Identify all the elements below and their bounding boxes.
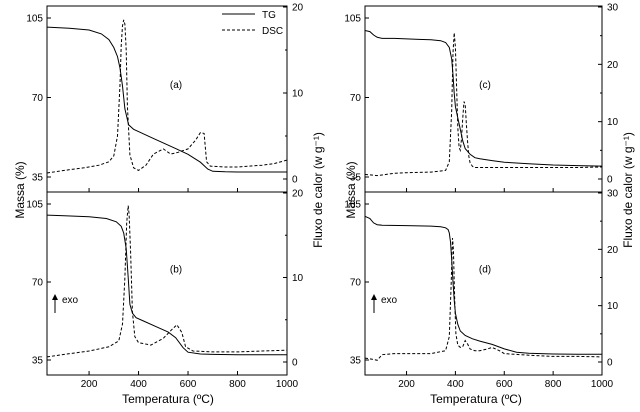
mass-tick-label-d-105: 105 — [344, 200, 361, 211]
heat-tick-label-b-20: 20 — [292, 189, 304, 200]
panel-label-b: (b) — [170, 265, 182, 276]
heat-tick-label-c-20: 20 — [607, 60, 619, 71]
series-dsc-b — [46, 205, 288, 358]
heat-tick-label-d-20: 20 — [607, 245, 619, 256]
mass-tick-label-a-105: 105 — [26, 14, 43, 25]
x-tick-label-b-600: 600 — [180, 379, 197, 390]
mass-tick-label-a-35: 35 — [32, 173, 44, 184]
panel-b: 35 70 105 0 10 20 200 400 600 800 1000 (b) — [26, 189, 303, 391]
heat-tick-label-b-0: 0 — [292, 358, 298, 369]
heat-tick-label-c-30: 30 — [607, 3, 619, 14]
heat-tick-label-a-10: 10 — [292, 89, 304, 100]
exo-label-left: exo — [62, 295, 79, 306]
x-tick-label-b-200: 200 — [81, 379, 98, 390]
panel-c: 35 70 105 0 10 20 30 (c) — [344, 3, 619, 193]
mass-tick-label-b-105: 105 — [26, 200, 43, 211]
legend-dsc-label: DSC — [262, 26, 283, 37]
series-dsc-c — [364, 32, 603, 177]
plot-frame-c — [364, 5, 603, 193]
mass-tick-label-b-35: 35 — [32, 356, 44, 367]
series-tg-b — [46, 214, 287, 356]
x-tick-label-b-1000: 1000 — [276, 379, 299, 390]
panel-label-d: (d) — [479, 265, 491, 276]
series-tg-c — [364, 30, 603, 167]
heat-tick-label-d-10: 10 — [607, 301, 619, 312]
mass-tick-label-b-70: 70 — [32, 278, 44, 289]
panel-d: 35 70 105 0 10 20 30 200 400 600 800 1000 (d) — [344, 189, 618, 391]
mass-tick-label-d-70: 70 — [350, 278, 362, 289]
right-mass-axis-title: Massa (%) — [344, 161, 358, 218]
mass-tick-label-c-35: 35 — [350, 173, 362, 184]
x-tick-label-d-200: 200 — [398, 379, 415, 390]
chart-legend: TG DSC — [222, 10, 283, 37]
mass-tick-label-d-35: 35 — [350, 356, 362, 367]
exo-marker-right: exo — [371, 294, 398, 313]
heat-tick-label-c-10: 10 — [607, 117, 619, 128]
panel-label-c: (c) — [479, 80, 491, 91]
mass-tick-label-c-105: 105 — [344, 14, 361, 25]
heat-tick-label-a-0: 0 — [292, 175, 298, 186]
mass-tick-label-a-70: 70 — [32, 93, 44, 104]
left-heat-axis-title: Fluxo de calor (w g⁻¹) — [311, 132, 325, 248]
x-tick-label-d-800: 800 — [545, 379, 562, 390]
series-tg-d — [364, 215, 602, 355]
left-x-axis-title: Temperatura (ºC) — [122, 392, 214, 406]
heat-tick-label-a-20: 20 — [292, 3, 304, 14]
plot-frame-b — [46, 191, 288, 376]
x-tick-label-b-400: 400 — [130, 379, 147, 390]
plot-frame-a — [46, 5, 288, 193]
x-tick-label-d-1000: 1000 — [591, 379, 614, 390]
heat-tick-label-d-0: 0 — [607, 358, 613, 369]
heat-tick-label-b-10: 10 — [292, 273, 304, 284]
mass-tick-label-c-70: 70 — [350, 93, 362, 104]
x-tick-label-d-600: 600 — [496, 379, 513, 390]
panel-label-a: (a) — [170, 80, 182, 91]
series-dsc-d — [364, 238, 603, 361]
exo-label-right: exo — [381, 295, 398, 306]
exo-arrowhead-right — [371, 294, 377, 300]
series-tg-a — [46, 26, 287, 173]
x-tick-label-d-400: 400 — [447, 379, 464, 390]
x-tick-label-b-800: 800 — [229, 379, 246, 390]
heat-tick-label-c-0: 0 — [607, 175, 613, 186]
panel-a: 35 70 105 0 10 20 (a) — [26, 3, 304, 193]
heat-tick-label-d-30: 30 — [607, 189, 619, 200]
left-mass-axis-title: Massa (%) — [13, 161, 27, 218]
plot-frame-d — [364, 191, 603, 376]
exo-arrowhead-left — [52, 294, 58, 300]
exo-marker-left: exo — [52, 294, 79, 313]
series-dsc-a — [46, 19, 288, 174]
right-heat-axis-title: Fluxo de calor (w g⁻¹) — [621, 132, 635, 248]
legend-tg-label: TG — [262, 10, 276, 21]
right-x-axis-title: Temperatura (ºC) — [430, 392, 522, 406]
